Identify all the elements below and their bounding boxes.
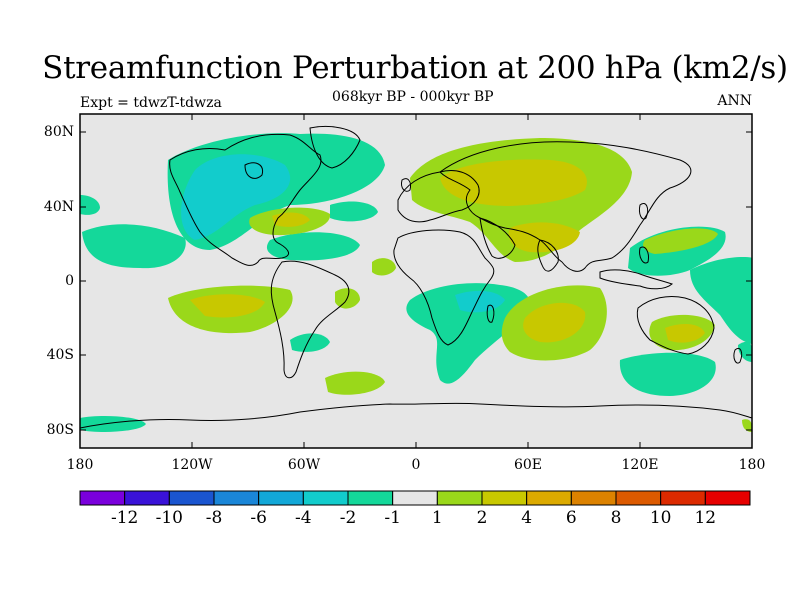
- coast-north-america: [169, 133, 322, 266]
- contour-eurasia-core: [440, 159, 587, 206]
- colorbar-swatch: [258, 490, 304, 506]
- contour-southeast-edge-neg: [738, 341, 752, 362]
- contour-northwest-pacific-pos: [643, 228, 718, 254]
- colorbar-label: 12: [694, 508, 717, 528]
- contour-caribbean-neg: [266, 232, 360, 261]
- coast-hudson-bay: [244, 162, 264, 179]
- colorbar-swatch: [79, 490, 126, 506]
- colorbar-swatch: [660, 490, 706, 506]
- colorbar-label: -1: [384, 508, 401, 528]
- coast-madagascar: [486, 304, 495, 323]
- colorbar-label: 6: [565, 508, 577, 528]
- colorbar-label: -6: [250, 508, 267, 528]
- lon-tick-120w: 120W: [171, 457, 213, 473]
- colorbar-swatch: [347, 490, 394, 506]
- lon-tick-60w: 60W: [287, 457, 321, 473]
- colorbar: [79, 490, 751, 506]
- coast-europe: [397, 170, 480, 223]
- anomaly-contours: [80, 126, 752, 432]
- colorbar-label: 2: [476, 508, 488, 528]
- coast-australia: [636, 295, 715, 355]
- lat-tick-40n: 40N: [43, 199, 74, 215]
- lat-tick-80s: 80S: [46, 422, 74, 438]
- lat-tick-80n: 80N: [43, 124, 74, 140]
- contour-tropical-atlantic-pos: [372, 258, 396, 276]
- contour-north-atlantic-neg: [330, 201, 378, 222]
- coast-maritime-continent: [599, 269, 673, 290]
- colorbar-swatch: [392, 490, 438, 506]
- colorbar-swatch: [526, 490, 572, 506]
- lat-tick-40s: 40S: [46, 347, 74, 363]
- colorbar-label: 8: [610, 508, 622, 528]
- lon-tick-60e: 60E: [513, 457, 543, 473]
- colorbar-swatch: [213, 490, 260, 506]
- coast-greenland: [309, 126, 361, 169]
- lat-tick-eq: 0: [65, 273, 74, 289]
- colorbar-label: -4: [295, 508, 312, 528]
- colorbar-swatch: [168, 490, 215, 506]
- contour-south-atlantic-neg: [290, 333, 330, 352]
- contour-southern-atlantic-pos: [325, 371, 385, 395]
- colorbar-label: 4: [521, 508, 533, 528]
- contour-central-pacific-neg: [690, 257, 752, 345]
- contour-south-pacific-neg: [619, 352, 716, 396]
- coast-south-america: [270, 260, 350, 379]
- coast-british-isles: [401, 178, 411, 192]
- colorbar-swatch: [481, 490, 528, 506]
- contour-east-pacific-neg: [82, 224, 186, 269]
- colorbar-swatch: [124, 490, 170, 506]
- contour-indian-ocean-neg: [406, 283, 531, 384]
- coast-new-zealand: [733, 347, 743, 364]
- colorbar-label: 10: [649, 508, 672, 528]
- axis-ticks: [79, 114, 753, 448]
- lon-tick-180e: 180: [738, 457, 766, 473]
- colorbar-swatch: [302, 490, 349, 506]
- contour-west-edge-neg: [80, 195, 100, 215]
- season-label: ANN: [717, 93, 752, 109]
- plot-subtitle: 068kyr BP - 000kyr BP: [332, 89, 494, 105]
- coast-antarctica: [80, 402, 752, 429]
- contour-southern-ocean-pos: [742, 419, 752, 432]
- contour-south-indian-core: [523, 302, 586, 343]
- contour-north-atlantic-core: [272, 212, 310, 227]
- coast-arabia: [479, 217, 516, 259]
- contour-southern-ocean-neg: [80, 416, 146, 432]
- lon-tick-0: 0: [411, 457, 421, 473]
- colorbar-swatch: [570, 490, 617, 506]
- contour-south-pacific-core: [190, 294, 265, 318]
- coast-philippines: [639, 246, 649, 264]
- contour-australia-core: [665, 323, 705, 343]
- coastlines: [80, 126, 752, 429]
- colorbar-swatch: [436, 490, 483, 506]
- lon-tick-120e: 120E: [621, 457, 659, 473]
- experiment-label: Expt = tdwzT-tdwza: [80, 95, 222, 111]
- contour-arabia-core: [508, 222, 580, 253]
- colorbar-label: -12: [110, 508, 139, 528]
- contour-north-america-neg: [181, 154, 291, 240]
- coast-india: [537, 239, 559, 272]
- colorbar-label: -2: [339, 508, 357, 528]
- colorbar-label: -8: [205, 508, 223, 528]
- colorbar-label: 1: [431, 508, 443, 528]
- lon-tick-180w: 180: [66, 457, 94, 473]
- plot-title: Streamfunction Perturbation at 200 hPa (…: [42, 50, 788, 86]
- colorbar-swatch: [615, 490, 662, 506]
- colorbar-label: -10: [155, 508, 183, 528]
- colorbar-swatch: [704, 490, 751, 506]
- coast-africa: [393, 229, 495, 346]
- coast-japan: [639, 203, 649, 220]
